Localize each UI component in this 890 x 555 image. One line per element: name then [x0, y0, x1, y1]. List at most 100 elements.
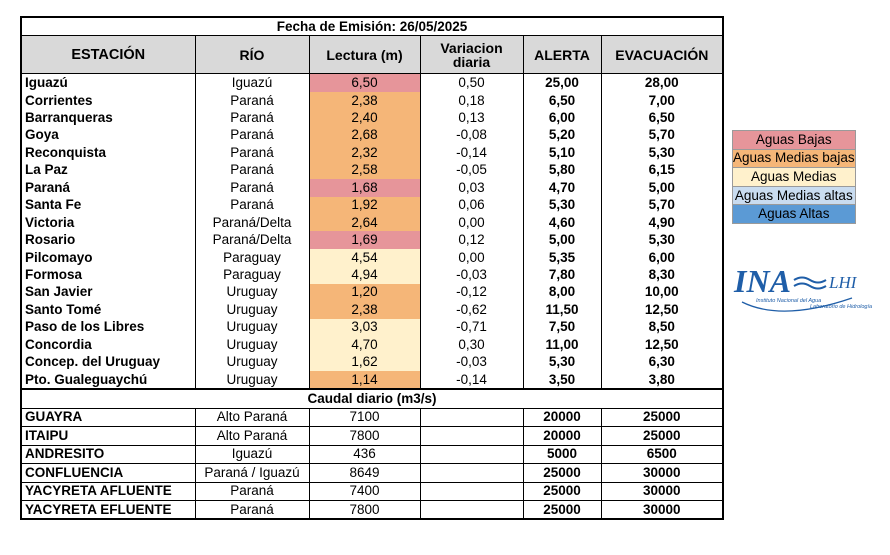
alerta-value: 20000: [523, 408, 602, 428]
lectura-value: 2,32: [309, 144, 421, 162]
river-name: Paraná/Delta: [195, 231, 310, 249]
lectura-value: 2,38: [309, 301, 421, 319]
variacion-value: 0,50: [420, 73, 524, 92]
evacuacion-value: 4,90: [648, 214, 675, 230]
caudal-section-title: Caudal diario (m3/s): [21, 388, 724, 409]
wave-icon-2: [793, 282, 827, 290]
lectura-value: 2,68: [309, 126, 421, 145]
evacuacion-value: 28,00: [644, 75, 679, 91]
variacion-value: -0,08: [420, 126, 524, 145]
table-row: Concep. del Uruguay Uruguay 1,62 -0,03 5,30 6…: [21, 353, 723, 371]
table-header-row: ESTACIÓN RÍO Lectura (m) Variacion diaria…: [20, 35, 724, 75]
alerta-value: 25000: [523, 463, 602, 483]
evacuacion-value: 6,30: [648, 354, 675, 370]
station-name: Formosa: [21, 266, 196, 284]
variacion-value: -0,05: [420, 161, 524, 180]
alerta-value: 5,00: [523, 231, 602, 249]
lectura-value: 2,38: [309, 91, 421, 110]
evacuacion-value: 5,30: [648, 232, 675, 248]
evacuacion-value: 5,70: [648, 127, 675, 143]
variacion-value: 0,00: [420, 248, 524, 267]
evacuacion-value: 25000: [601, 426, 724, 446]
river-name: Uruguay: [195, 283, 310, 302]
river-name: Paraná: [195, 91, 310, 110]
alerta-value: 11,50: [523, 301, 602, 319]
river-name: Uruguay: [195, 370, 310, 390]
caudal-value: 7800: [309, 426, 421, 446]
river-name: Paraná: [195, 126, 310, 145]
variacion-value: 0,12: [420, 231, 524, 249]
river-name: Paraná: [195, 500, 310, 520]
alerta-value: 5,30: [523, 196, 602, 214]
river-name: Paraná/Delta: [195, 213, 310, 232]
table-row: ANDRESITO Iguazú 436 5000 6500: [21, 445, 724, 465]
river-name: Uruguay: [195, 353, 310, 371]
logo-line2: Laboratorio de Hidrología: [810, 304, 872, 310]
river-name: Alto Paraná: [195, 426, 310, 446]
table-row: Paso de los Libres Uruguay 3,03 -0,71 7,50 8,…: [21, 318, 723, 336]
legend-item-medias: Aguas Medias: [732, 167, 856, 187]
station-name: Corrientes: [21, 91, 196, 110]
variacion-empty: [420, 463, 524, 483]
table-row: GUAYRA Alto Paraná 7100 20000 25000: [21, 408, 724, 428]
lectura-value: 4,94: [309, 266, 421, 284]
station-name: GUAYRA: [21, 408, 196, 428]
station-name: Pilcomayo: [21, 248, 196, 267]
evacuacion-value: 25000: [601, 408, 724, 428]
evacuacion-value: 5,70: [648, 197, 675, 213]
lectura-value: 1,62: [309, 353, 421, 371]
table-row: YACYRETA EFLUENTE Paraná 7800 25000 30000: [21, 500, 724, 520]
variacion-value: -0,14: [420, 370, 524, 390]
alerta-value: 5,20: [523, 126, 602, 145]
evacuacion-value: 6,00: [648, 249, 675, 265]
caudal-value: 436: [309, 445, 421, 465]
lectura-value: 1,92: [309, 196, 421, 214]
caudal-value: 7800: [309, 500, 421, 520]
river-name: Iguazú: [195, 73, 310, 92]
lectura-value: 2,40: [309, 109, 421, 127]
river-name: Paraná / Iguazú: [195, 463, 310, 483]
caudal-section-title-row: Caudal diario (m3/s): [21, 388, 724, 409]
evacuacion-value: 3,80: [601, 370, 724, 390]
swoosh-icon: [741, 297, 853, 312]
river-name: Uruguay: [195, 336, 310, 354]
alerta-value: 5,10: [523, 144, 602, 162]
station-name: Paso de los Libres: [21, 318, 196, 336]
evacuacion-value: 5,00: [648, 179, 675, 195]
table-row: Rosario Paraná/Delta 1,69 0,12 5,00 5,30: [21, 231, 723, 249]
variacion-empty: [420, 408, 524, 428]
station-name: Concep. del Uruguay: [21, 353, 196, 371]
evacuacion-value: 6,50: [648, 110, 675, 126]
station-name: La Paz: [21, 161, 196, 180]
table-row: Barranqueras Paraná 2,40 0,13 6,00 6,50: [21, 109, 723, 127]
station-name: Iguazú: [21, 73, 196, 92]
ina-lhi-logo: INA LHI Instituto Nacional del Agua Labo…: [733, 263, 872, 312]
variacion-value: 0,30: [420, 336, 524, 354]
lectura-value: 3,03: [309, 318, 421, 336]
alerta-value: 11,00: [523, 336, 602, 354]
lectura-value: 2,58: [309, 161, 421, 180]
variacion-empty: [420, 426, 524, 446]
table-row: YACYRETA AFLUENTE Paraná 7400 25000 30000: [21, 482, 724, 501]
header-variacion-line1: Variacion: [440, 39, 503, 56]
evacuacion-value: 7,00: [648, 92, 675, 108]
evacuacion-value: 30000: [601, 463, 724, 483]
lectura-value: 1,69: [309, 231, 421, 249]
river-name: Uruguay: [195, 318, 310, 336]
legend-item-medbajas: Aguas Medias bajas: [732, 148, 856, 169]
variacion-value: -0,71: [420, 318, 524, 336]
alerta-value: 5,80: [523, 161, 602, 180]
station-name: CONFLUENCIA: [21, 463, 196, 483]
wave-icon: [793, 276, 827, 284]
evacuacion-value: 8,30: [648, 266, 675, 282]
evacuacion-value: 5,30: [648, 144, 675, 160]
table-row: La Paz Paraná 2,58 -0,05 5,80 6,15: [21, 161, 723, 180]
table-row: Santa Fe Paraná 1,92 0,06 5,30 5,70: [21, 196, 723, 214]
variacion-empty: [420, 482, 524, 501]
legend-row: Aguas Medias: [732, 167, 856, 187]
station-name: Santa Fe: [21, 196, 196, 214]
table-row: CONFLUENCIA Paraná / Iguazú 8649 25000 30000: [21, 463, 724, 483]
legend-row: Aguas Bajas: [732, 130, 856, 150]
alerta-value: 5000: [523, 445, 602, 465]
table-row: San Javier Uruguay 1,20 -0,12 8,00 10,00: [21, 283, 723, 302]
